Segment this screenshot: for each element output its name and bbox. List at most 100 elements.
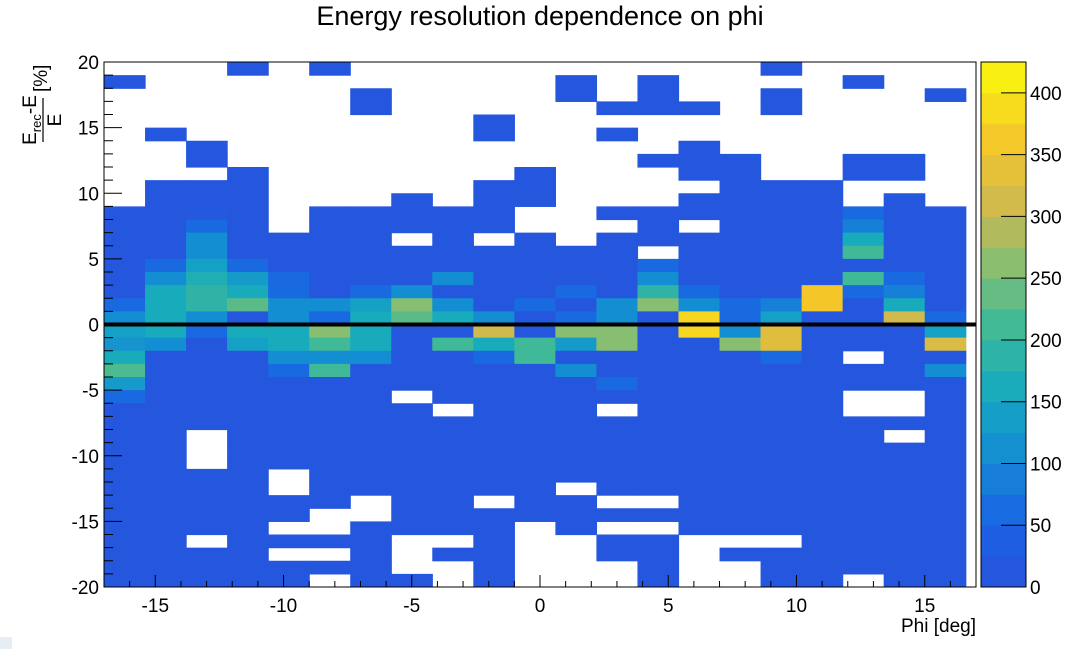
- y-title-unit: [%]: [31, 65, 52, 92]
- heatmap-cell: [801, 573, 844, 587]
- heatmap-cell: [801, 534, 844, 549]
- heatmap-cell: [227, 219, 269, 234]
- heatmap-cell: [637, 416, 680, 431]
- heatmap-cell: [268, 403, 310, 417]
- heatmap-cell: [186, 377, 228, 391]
- heatmap-cell: [350, 285, 392, 299]
- plot-area: [104, 62, 976, 587]
- heatmap-cell: [473, 455, 515, 470]
- heatmap-cell: [186, 285, 228, 299]
- colorbar-tick-label: 350: [1030, 146, 1062, 167]
- heatmap-cell: [309, 206, 351, 221]
- heatmap-cell: [432, 521, 474, 536]
- heatmap-cell: [145, 219, 187, 234]
- heatmap-cell: [268, 495, 310, 509]
- heatmap-cell: [432, 377, 474, 391]
- heatmap-cell: [104, 258, 146, 273]
- heatmap-cell: [268, 350, 310, 365]
- heatmap-cell: [227, 193, 269, 207]
- heatmap-cell: [678, 442, 721, 457]
- heatmap-cell: [186, 219, 228, 234]
- heatmap-cell: [432, 350, 474, 365]
- heatmap-cell: [186, 206, 228, 221]
- heatmap-cell: [227, 180, 269, 194]
- heatmap-cell: [637, 272, 680, 286]
- heatmap-cell: [268, 285, 310, 299]
- heatmap-cell: [637, 101, 680, 116]
- heatmap-cell: [186, 573, 228, 587]
- heatmap-cell: [719, 390, 762, 404]
- heatmap-cell: [678, 298, 721, 312]
- heatmap-cell: [145, 482, 187, 496]
- heatmap-cell: [227, 442, 269, 457]
- heatmap-cell: [801, 416, 844, 431]
- heatmap-cell: [637, 350, 680, 365]
- heatmap-cell: [514, 429, 556, 444]
- heatmap-cell: [555, 245, 598, 260]
- heatmap-cell: [514, 455, 556, 470]
- heatmap-cell: [227, 272, 269, 286]
- heatmap-cell: [596, 245, 639, 260]
- heatmap-cell: [309, 442, 351, 457]
- colorbar-segment: [981, 494, 1026, 526]
- heatmap-cell: [227, 468, 269, 483]
- heatmap-cell: [596, 272, 639, 286]
- heatmap-cell: [309, 62, 351, 76]
- heatmap-cell: [514, 363, 556, 378]
- heatmap-cell: [883, 363, 926, 378]
- heatmap-cell: [883, 416, 926, 431]
- heatmap-cell: [801, 180, 844, 194]
- heatmap-cell: [719, 482, 762, 496]
- heatmap-cell: [719, 324, 762, 339]
- heatmap-cell: [842, 363, 885, 378]
- heatmap-cell: [145, 534, 187, 549]
- heatmap-cell: [473, 377, 515, 391]
- heatmap-cell: [104, 403, 146, 417]
- heatmap-cell: [760, 390, 803, 404]
- colorbar-segment: [981, 278, 1026, 310]
- heatmap-cell: [760, 495, 803, 509]
- heatmap-cell: [760, 62, 803, 76]
- y-tick-label: 5: [88, 250, 99, 271]
- heatmap-cell: [350, 298, 392, 312]
- heatmap-cell: [842, 206, 885, 221]
- heatmap-cell: [637, 324, 680, 339]
- heatmap-cell: [760, 206, 803, 221]
- heatmap-cell: [473, 521, 515, 536]
- heatmap-cell: [555, 508, 598, 522]
- heatmap-cell: [842, 429, 885, 444]
- heatmap-cell: [145, 508, 187, 522]
- heatmap-cell: [514, 390, 556, 404]
- heatmap-cell: [473, 429, 515, 444]
- heatmap-cell: [309, 403, 351, 417]
- heatmap-cell: [473, 482, 515, 496]
- heatmap-cell: [350, 468, 392, 483]
- heatmap-cell: [350, 521, 392, 536]
- heatmap-cell: [145, 298, 187, 312]
- heatmap-cell: [719, 350, 762, 365]
- heatmap-cell: [186, 324, 228, 339]
- heatmap-cell: [391, 521, 433, 536]
- heatmap-cell: [760, 377, 803, 391]
- heatmap-cell: [391, 350, 433, 365]
- heatmap-cell: [391, 272, 433, 286]
- heatmap-cell: [473, 206, 515, 221]
- heatmap-cell: [309, 534, 351, 549]
- heatmap-cell: [309, 560, 351, 575]
- heatmap-cell: [104, 272, 146, 286]
- heatmap-cell: [104, 416, 146, 431]
- heatmap-cell: [555, 403, 598, 417]
- heatmap-cell: [350, 482, 392, 496]
- heatmap-cell: [637, 285, 680, 299]
- heatmap-cell: [104, 521, 146, 536]
- y-axis-title: Erec-E E [%]: [20, 65, 66, 145]
- heatmap-cell: [432, 298, 474, 312]
- heatmap-cell: [268, 390, 310, 404]
- colorbar-tick-label: 0: [1030, 578, 1041, 599]
- heatmap-cell: [186, 495, 228, 509]
- heatmap-cell: [596, 363, 639, 378]
- heatmap-cell: [145, 324, 187, 339]
- heatmap-cell: [637, 534, 680, 549]
- heatmap-cell: [842, 442, 885, 457]
